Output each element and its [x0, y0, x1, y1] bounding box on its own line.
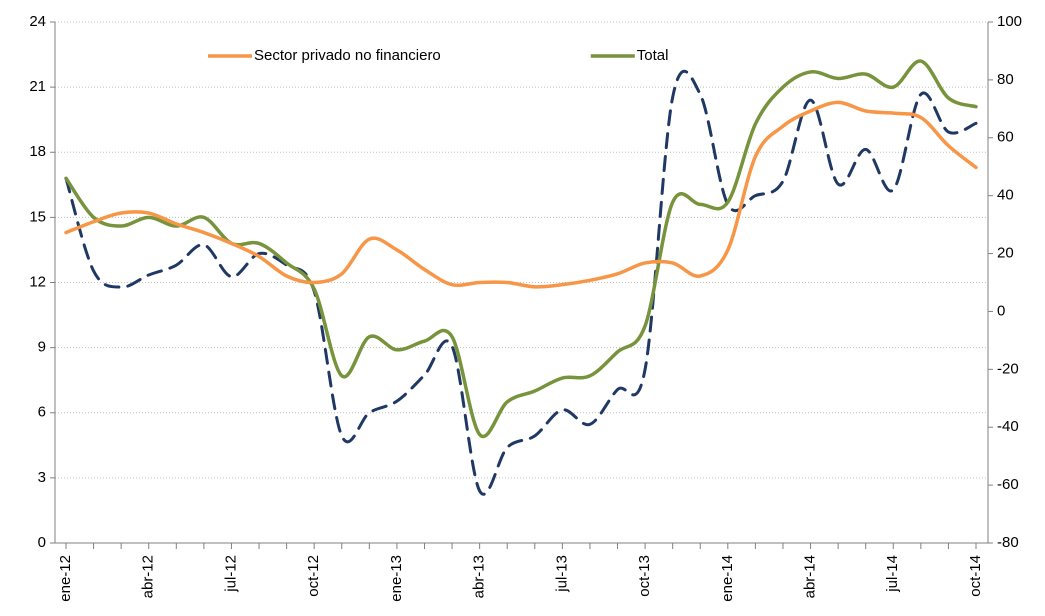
y2-tick-label: -60 [997, 476, 1019, 493]
y2-tick-label: 60 [997, 129, 1014, 146]
y-tick-label: 6 [38, 404, 46, 421]
y-tick-label: 21 [29, 78, 46, 95]
y-tick-label: 12 [29, 273, 46, 290]
y-tick-label: 18 [29, 143, 46, 160]
y2-tick-label: -80 [997, 534, 1019, 551]
x-tick-label: abr-13 [471, 555, 488, 598]
x-tick-label: jul-12 [222, 555, 239, 593]
y2-tick-label: 100 [997, 13, 1022, 30]
series-line [64, 59, 978, 439]
x-tick-label: abr-14 [802, 555, 819, 598]
series-line [64, 69, 978, 496]
y2-tick-label: 0 [997, 302, 1005, 319]
x-tick-label: oct-13 [636, 555, 653, 597]
y-tick-label: 9 [38, 339, 46, 356]
y2-tick-label: 40 [997, 187, 1014, 204]
y-tick-label: 0 [38, 534, 46, 551]
y2-tick-label: -20 [997, 360, 1019, 377]
x-tick-label: oct-14 [967, 555, 984, 597]
legend-label: Sector privado no financiero [254, 47, 441, 64]
x-tick-label: oct-12 [305, 555, 322, 597]
y-tick-label: 15 [29, 208, 46, 225]
x-tick-label: ene-12 [57, 555, 74, 602]
y2-tick-label: 20 [997, 245, 1014, 262]
y2-tick-label: 80 [997, 71, 1014, 88]
x-tick-label: ene-13 [388, 555, 405, 602]
y2-tick-label: -40 [997, 418, 1019, 435]
y-tick-label: 3 [38, 469, 46, 486]
y-tick-label: 24 [29, 13, 46, 30]
legend-label: Total [637, 47, 669, 64]
x-tick-label: abr-12 [140, 555, 157, 598]
x-tick-label: jul-14 [884, 555, 901, 593]
series-line [64, 100, 978, 289]
x-tick-label: jul-13 [553, 555, 570, 593]
x-tick-label: ene-14 [719, 555, 736, 602]
